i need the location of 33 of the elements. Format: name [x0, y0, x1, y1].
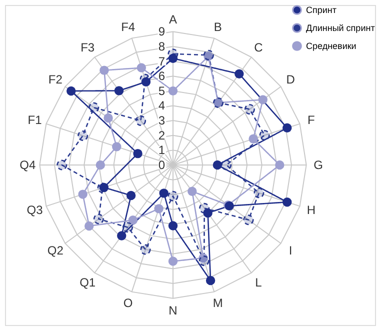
legend-label: Средневики [306, 41, 356, 51]
spoke-label: F4 [121, 20, 136, 34]
y-tick-label: 3 [158, 114, 166, 128]
spoke-label: C [254, 40, 264, 54]
y-tick-label: 7 [158, 54, 166, 68]
spoke-label: Q1 [80, 276, 96, 290]
spoke-label: F [308, 113, 315, 128]
legend-label: Спринт [306, 5, 336, 15]
spoke-label: N [168, 303, 178, 318]
spoke-label: F2 [48, 72, 63, 87]
y-tick-label: 8 [158, 39, 166, 54]
y-tick-label: 6 [158, 69, 166, 84]
y-tick-label: 2 [158, 128, 166, 142]
spoke-label: D [286, 72, 296, 87]
spoke-label: I [288, 243, 292, 258]
y-tick-label: 9 [158, 24, 166, 39]
y-tick-label: 4 [158, 98, 166, 113]
spoke-label: F1 [28, 113, 42, 128]
legend-label: Длинный спринт [306, 23, 375, 33]
spoke-label: F3 [80, 40, 95, 54]
spoke-label: A [168, 12, 178, 27]
spoke-label: Q2 [47, 243, 64, 258]
spoke-label: H [306, 202, 316, 217]
spoke-label: Q3 [26, 202, 44, 217]
spoke-label: Q4 [20, 158, 36, 172]
spoke-label: G [314, 158, 324, 172]
y-tick-label: 1 [158, 143, 166, 158]
spoke-label: L [255, 276, 262, 290]
spoke-label: M [212, 296, 223, 310]
spoke-label: O [123, 296, 133, 310]
y-tick-label: 0 [158, 158, 166, 172]
spoke-label: B [214, 20, 222, 34]
y-tick-label: 5 [158, 84, 166, 98]
